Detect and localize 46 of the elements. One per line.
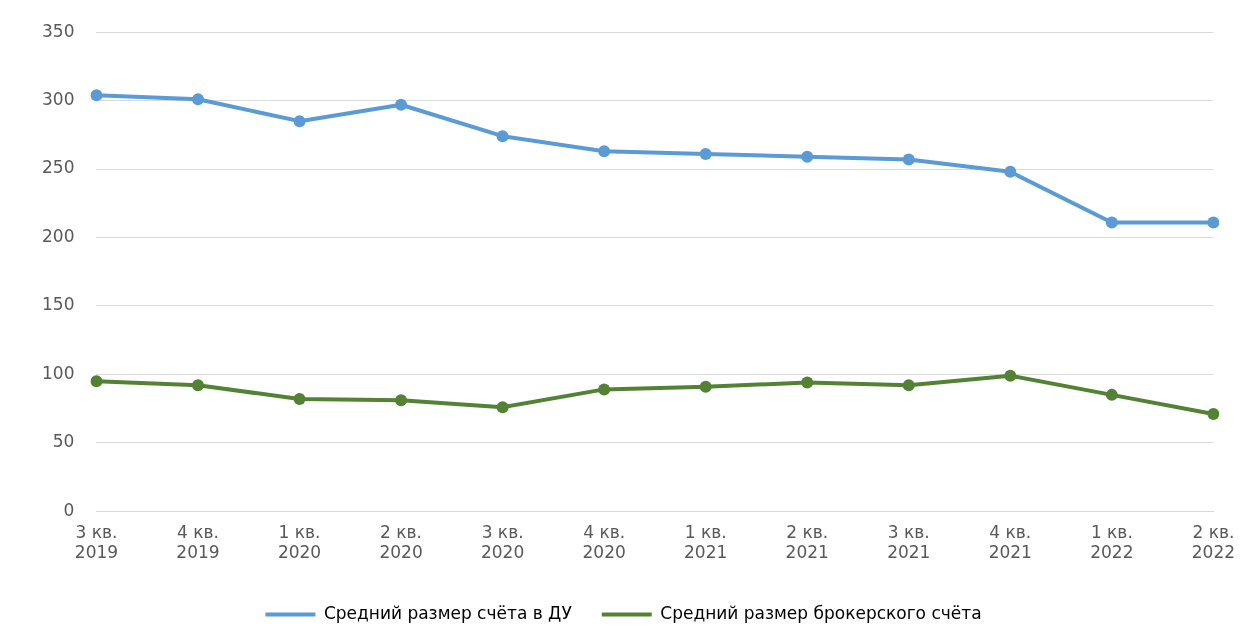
x-tick-label: 3 кв. 2021	[887, 521, 931, 563]
point	[1105, 216, 1118, 229]
point	[699, 148, 712, 160]
point	[496, 401, 509, 414]
x-tick-label: 2 кв. 2022	[1191, 521, 1235, 563]
point	[1004, 369, 1017, 382]
x-tick-label: 4 кв. 2021	[988, 521, 1032, 563]
point	[801, 376, 814, 389]
x-tick-label: 3 кв. 2020	[480, 521, 525, 563]
point	[293, 115, 306, 128]
point	[1105, 388, 1118, 401]
x-tick-label: 3 кв. 2019	[74, 521, 119, 563]
y-tick-label: 150	[41, 294, 75, 315]
point	[496, 130, 509, 143]
point	[293, 392, 306, 405]
point	[1207, 216, 1220, 229]
x-tick-label: 2 кв. 2021	[785, 521, 829, 563]
y-tick-label: 0	[63, 499, 75, 520]
x-tick-label: 4 кв. 2020	[582, 521, 626, 563]
x-tick-label: 1 кв. 2020	[277, 521, 322, 563]
y-tick-label: 50	[52, 431, 75, 452]
point	[395, 394, 408, 407]
y-tick-label: 100	[41, 362, 75, 383]
x-tick-label: 1 кв. 2022	[1090, 521, 1134, 563]
point	[699, 380, 712, 393]
y-tick-label: 350	[41, 20, 75, 41]
x-tick-label: 1 кв. 2021	[684, 521, 728, 563]
point	[598, 383, 611, 396]
point	[191, 379, 204, 392]
x-tick-label: 4 кв. 2019	[176, 521, 220, 563]
point	[1207, 408, 1220, 421]
x-tick-label: 2 кв. 2020	[379, 521, 423, 563]
legend-label: Средний размер счёта в ДУ	[323, 602, 573, 623]
point	[395, 98, 408, 111]
point	[90, 89, 103, 102]
y-tick-label: 250	[41, 157, 75, 178]
point	[801, 150, 814, 163]
point	[598, 145, 611, 158]
y-tick-label: 300	[41, 89, 75, 110]
y-tick-label: 200	[41, 225, 75, 246]
point	[902, 379, 915, 392]
point	[1004, 165, 1017, 178]
point	[90, 375, 103, 388]
point	[902, 153, 915, 166]
legend-label: Средний размер брокерского счёта	[660, 602, 982, 623]
point	[191, 93, 204, 106]
